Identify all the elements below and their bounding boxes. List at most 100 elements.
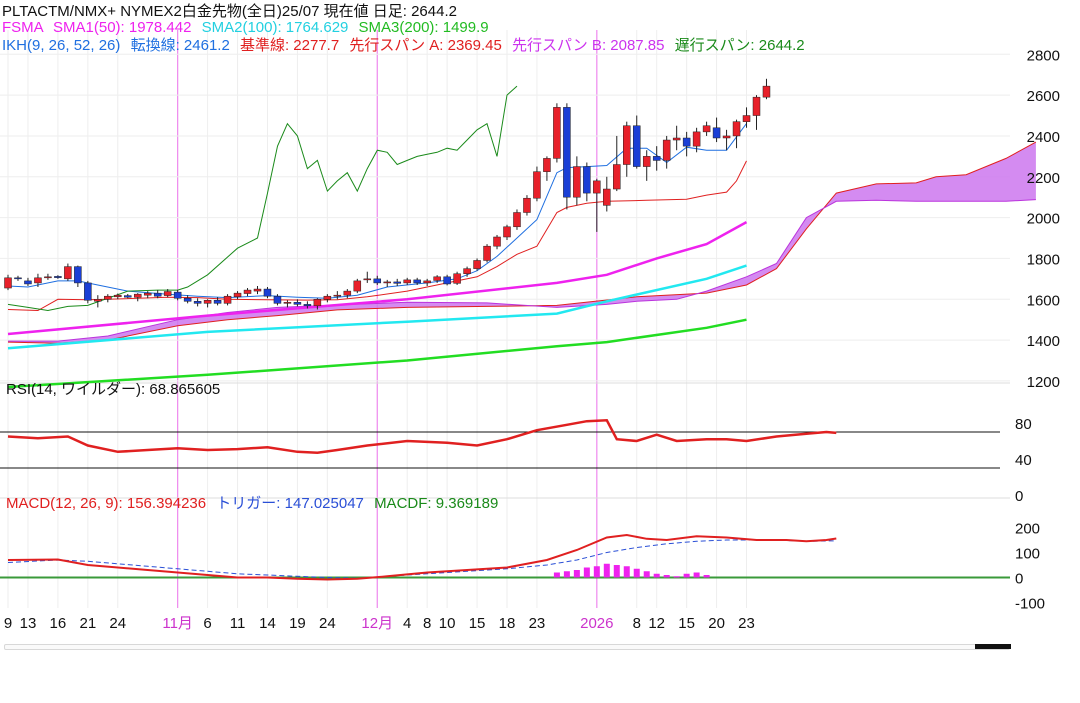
candle-up — [363, 278, 372, 281]
candle-up — [493, 236, 501, 247]
x-tick-label: 12 — [648, 615, 665, 632]
x-tick-label: 6 — [203, 615, 211, 632]
x-tick-label: 10 — [439, 615, 456, 632]
x-tick-label: 23 — [738, 615, 755, 632]
candle-up — [742, 115, 751, 122]
candle-up — [383, 281, 391, 284]
span-b-label: 先行スパン B: 2087.85 — [512, 37, 664, 54]
macdf-bar — [613, 565, 620, 578]
macd-tick-label: -100 — [1015, 596, 1045, 613]
macdf-bar — [593, 566, 600, 578]
candle-up — [573, 166, 581, 198]
macd-tick-label: 200 — [1015, 521, 1040, 538]
candle-up — [333, 294, 342, 297]
x-tick-label: 11月 — [162, 615, 193, 632]
candle-up — [722, 135, 731, 139]
macdf-bar — [703, 575, 710, 578]
y-tick-label: 2000 — [1027, 211, 1060, 228]
y-tick-label: 1800 — [1027, 251, 1060, 268]
candle-up — [483, 245, 491, 261]
candle-up — [593, 180, 601, 194]
candle-up — [163, 291, 172, 296]
x-tick-label: 23 — [529, 615, 546, 632]
candle-down — [193, 301, 202, 304]
candle-up — [283, 302, 292, 304]
x-tick-label: 24 — [109, 615, 126, 632]
y-tick-label: 1600 — [1027, 292, 1060, 309]
x-tick-label: 13 — [20, 615, 37, 632]
x-tick-label: 12月 — [361, 615, 393, 632]
chikou-line — [7, 85, 518, 312]
candle-up — [613, 164, 621, 190]
sma1-line — [7, 221, 748, 336]
y-tick-label: 1200 — [1027, 374, 1060, 391]
candle-up — [623, 125, 631, 165]
sma3-line — [7, 318, 747, 389]
y-tick-label: 2200 — [1027, 170, 1060, 187]
macd-trigger-label: トリガー: 147.025047 — [216, 495, 364, 512]
candle-up — [752, 96, 761, 116]
candle-up — [463, 268, 471, 274]
rsi-tick-label: 40 — [1015, 452, 1032, 469]
x-tick-label: 19 — [289, 615, 306, 632]
candle-up — [543, 158, 551, 172]
sma3-label: SMA3(200): 1499.9 — [359, 19, 489, 36]
x-tick-label: 8 — [423, 615, 431, 632]
rsi-tick-label: 0 — [1015, 488, 1023, 505]
candle-down — [24, 280, 32, 285]
ichimoku-cloud — [8, 142, 1036, 344]
candle-down — [74, 266, 82, 284]
horizontal-scrollbar[interactable] — [4, 644, 1011, 650]
fsma-label: FSMA — [2, 19, 44, 36]
candle-down — [303, 304, 312, 307]
span-a-line — [7, 141, 1037, 344]
candle-up — [473, 260, 481, 269]
rsi-title: RSI(14, ワイルダー): 68.865605 — [6, 381, 220, 398]
candle-down — [153, 292, 162, 297]
candle-up — [323, 295, 332, 300]
macdf-bar — [563, 571, 570, 578]
candle-up — [642, 156, 651, 167]
candle-down — [183, 297, 192, 302]
chikou-label: 遅行スパン: 2644.2 — [675, 37, 805, 54]
macd-tick-label: 0 — [1015, 571, 1023, 588]
candle-up — [133, 293, 142, 298]
candle-down — [373, 278, 382, 284]
x-tick-label: 9 — [4, 615, 12, 632]
y-tick-label: 2800 — [1027, 47, 1060, 64]
x-tick-label: 15 — [469, 615, 486, 632]
candle-down — [54, 276, 62, 278]
macd-trigger-line — [7, 539, 837, 579]
tenkan-label: 転換線: 2461.2 — [131, 37, 230, 54]
candle-up — [403, 279, 411, 284]
macd-tick-label: 100 — [1015, 546, 1040, 563]
y-tick-label: 1400 — [1027, 333, 1060, 350]
candle-down — [393, 281, 401, 284]
candle-down — [712, 127, 721, 139]
svg-text:FSMA SMA1(50): 1978.442: FSMA SMA1(50): 1978.442 SMA2(100): 1764.… — [2, 19, 489, 36]
x-tick-label: 2026 — [580, 615, 613, 632]
scrollbar-thumb[interactable] — [975, 644, 1011, 649]
macd-line — [7, 533, 837, 581]
candle-down — [14, 277, 22, 280]
candle-down — [84, 282, 92, 301]
sma1-label: SMA1(50): 1978.442 — [53, 19, 191, 36]
x-tick-label: 14 — [259, 615, 276, 632]
candle-down — [443, 276, 451, 285]
candle-down — [173, 291, 182, 299]
x-tick-label: 4 — [403, 615, 411, 632]
x-tick-label: 20 — [708, 615, 725, 632]
y-tick-label: 2400 — [1027, 129, 1060, 146]
macdf-label: MACDF: 9.369189 — [374, 495, 498, 512]
x-tick-label: 24 — [319, 615, 336, 632]
macdf-bar — [573, 570, 580, 578]
macdf-bar — [553, 572, 560, 578]
candle-up — [64, 266, 72, 280]
candle-up — [143, 292, 152, 296]
candle-up — [702, 125, 711, 133]
x-tick-label: 8 — [633, 615, 641, 632]
macdf-bar — [583, 567, 590, 578]
candle-up — [34, 277, 42, 284]
x-tick-label: 15 — [678, 615, 695, 632]
